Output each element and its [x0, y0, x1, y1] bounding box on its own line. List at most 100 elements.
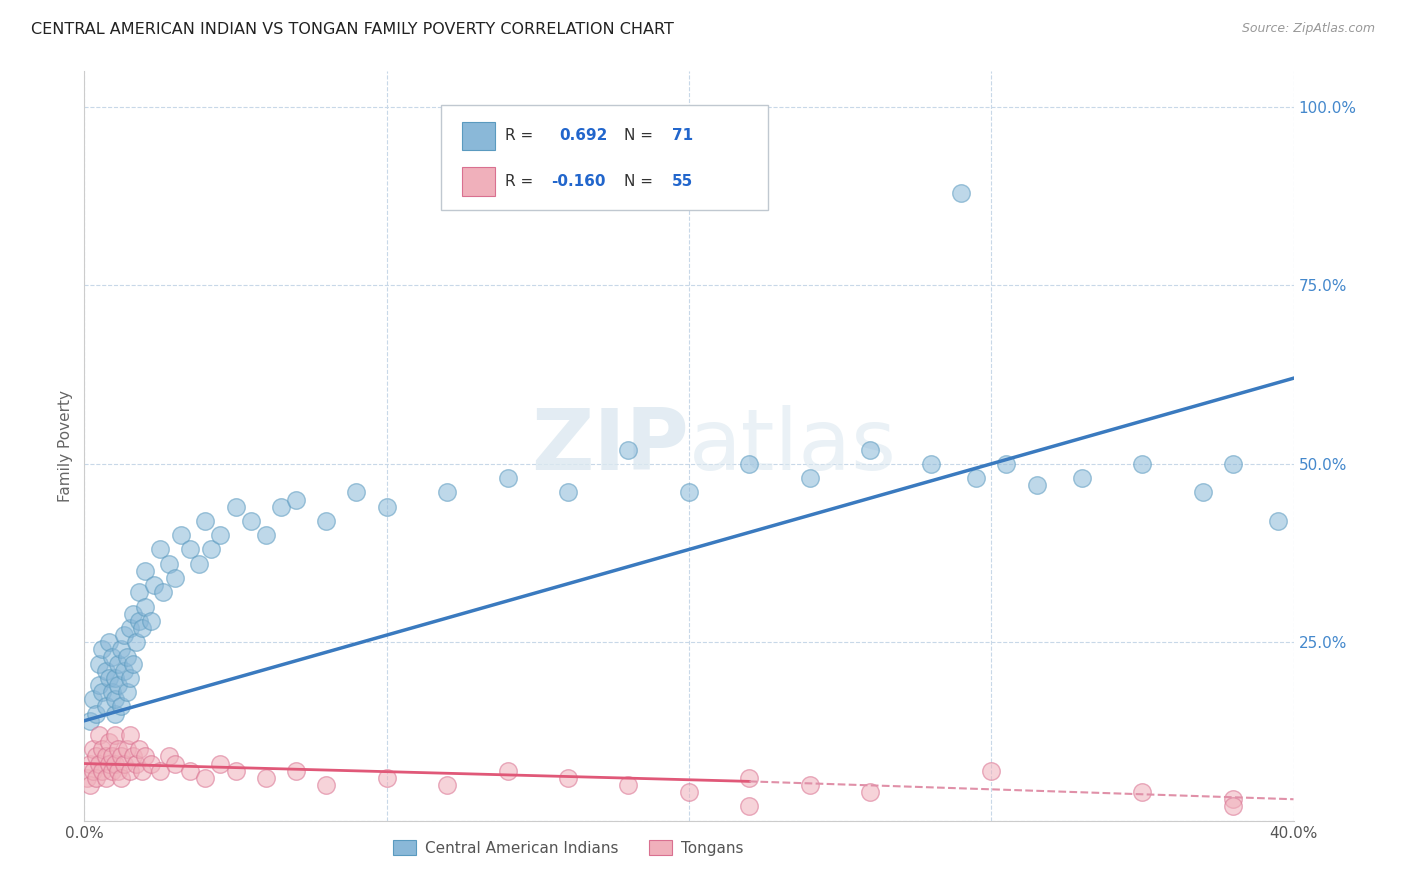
Point — [170, 528, 193, 542]
Point — [128, 614, 150, 628]
Point — [617, 778, 640, 792]
Point — [104, 692, 127, 706]
Point — [285, 764, 308, 778]
Point — [375, 771, 398, 785]
Point — [799, 471, 821, 485]
Point — [188, 557, 211, 571]
Text: R =: R = — [505, 128, 533, 143]
Point — [254, 528, 277, 542]
Point — [91, 742, 114, 756]
Point — [115, 742, 138, 756]
Point — [107, 764, 129, 778]
Point — [225, 764, 247, 778]
Point — [1222, 799, 1244, 814]
Point — [165, 756, 187, 771]
Legend: Central American Indians, Tongans: Central American Indians, Tongans — [387, 833, 749, 862]
Point — [118, 728, 141, 742]
Point — [678, 785, 700, 799]
Text: ZIP: ZIP — [531, 404, 689, 488]
Point — [375, 500, 398, 514]
Point — [738, 457, 761, 471]
Point — [557, 771, 579, 785]
Point — [82, 764, 104, 778]
Point — [97, 671, 120, 685]
Point — [112, 628, 135, 642]
Point — [128, 742, 150, 756]
Point — [91, 685, 114, 699]
Point — [157, 749, 180, 764]
Point — [1222, 792, 1244, 806]
Point — [104, 756, 127, 771]
Point — [100, 649, 122, 664]
Point — [285, 492, 308, 507]
Point — [100, 764, 122, 778]
Point — [152, 585, 174, 599]
Point — [315, 514, 337, 528]
Point — [239, 514, 262, 528]
Point — [79, 714, 101, 728]
Point — [107, 742, 129, 756]
Point — [225, 500, 247, 514]
Point — [1130, 785, 1153, 799]
Point — [115, 649, 138, 664]
Text: Source: ZipAtlas.com: Source: ZipAtlas.com — [1241, 22, 1375, 36]
Point — [1267, 514, 1289, 528]
Point — [139, 756, 162, 771]
Point — [165, 571, 187, 585]
Point — [79, 756, 101, 771]
Text: N =: N = — [624, 128, 652, 143]
Point — [79, 778, 101, 792]
Point — [678, 485, 700, 500]
Point — [112, 756, 135, 771]
Point — [118, 671, 141, 685]
Point — [436, 778, 458, 792]
Point — [179, 764, 201, 778]
Point — [100, 685, 122, 699]
Point — [557, 485, 579, 500]
Point — [86, 706, 108, 721]
Text: atlas: atlas — [689, 404, 897, 488]
Point — [110, 749, 132, 764]
Point — [209, 756, 232, 771]
Point — [859, 785, 882, 799]
Point — [76, 771, 98, 785]
Point — [110, 699, 132, 714]
Point — [89, 756, 111, 771]
Point — [89, 678, 111, 692]
Point — [950, 186, 973, 200]
Text: R =: R = — [505, 174, 533, 189]
Point — [134, 599, 156, 614]
Point — [104, 728, 127, 742]
Point — [134, 564, 156, 578]
Point — [149, 542, 172, 557]
Point — [94, 749, 117, 764]
Point — [496, 764, 519, 778]
Point — [209, 528, 232, 542]
Point — [179, 542, 201, 557]
Point — [97, 756, 120, 771]
Point — [107, 657, 129, 671]
Text: 0.692: 0.692 — [560, 128, 607, 143]
FancyBboxPatch shape — [441, 105, 768, 210]
Point — [110, 771, 132, 785]
Point — [107, 678, 129, 692]
Point — [859, 442, 882, 457]
Point — [1071, 471, 1094, 485]
Point — [86, 749, 108, 764]
Point — [104, 706, 127, 721]
Point — [86, 771, 108, 785]
Point — [125, 635, 148, 649]
Point — [134, 749, 156, 764]
Point — [89, 728, 111, 742]
Point — [91, 764, 114, 778]
Point — [1025, 478, 1047, 492]
Point — [617, 442, 640, 457]
Point — [91, 642, 114, 657]
Point — [315, 778, 337, 792]
Point — [94, 664, 117, 678]
Point — [1192, 485, 1215, 500]
Point — [496, 471, 519, 485]
Point — [104, 671, 127, 685]
Point — [82, 742, 104, 756]
Point — [128, 585, 150, 599]
